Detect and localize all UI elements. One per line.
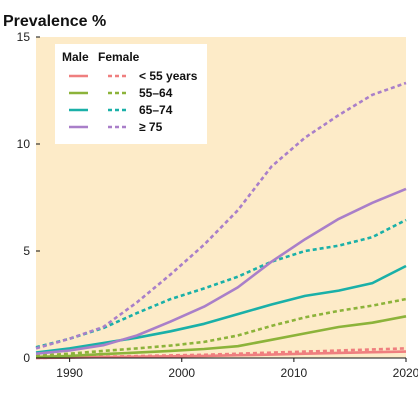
series-line-male-age-3 <box>35 187 407 355</box>
y-tick-label: 5 <box>23 244 30 258</box>
x-axis-ticks: 1990 2000 2010 2020 <box>56 358 418 380</box>
legend-label: 55–64 <box>139 86 173 100</box>
chart-title: Prevalence % <box>3 13 106 30</box>
x-tick-label: 2020 <box>393 366 418 380</box>
series-line-female-age-1 <box>35 297 407 358</box>
y-tick-label: 0 <box>23 351 30 365</box>
series-line-male-age-1 <box>35 315 407 359</box>
x-tick-label: 1990 <box>56 366 83 380</box>
series-line-male-age-0 <box>35 350 407 360</box>
legend-label: < 55 years <box>139 69 198 83</box>
y-tick-label: 15 <box>17 30 31 44</box>
legend: Male Female < 55 years 55–64 65–74 ≥ 75 <box>55 44 207 144</box>
series-lines <box>35 81 407 360</box>
x-tick-label: 2010 <box>281 366 308 380</box>
x-tick-label: 2000 <box>168 366 195 380</box>
legend-label: ≥ 75 <box>139 120 163 134</box>
legend-header-male: Male <box>62 50 89 64</box>
series-line-female-age-3 <box>35 81 407 350</box>
y-axis-ticks: 0 5 10 15 <box>17 30 40 365</box>
legend-label: 65–74 <box>139 103 173 117</box>
y-tick-label: 10 <box>17 137 31 151</box>
series-line-male-age-2 <box>35 264 407 354</box>
legend-header-female: Female <box>98 50 140 64</box>
